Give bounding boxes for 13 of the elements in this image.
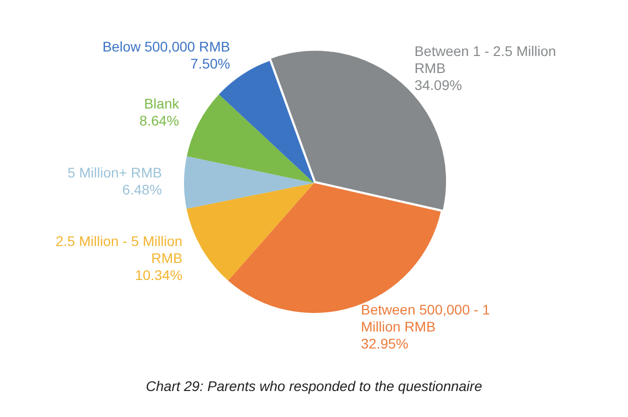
slice-label: Below 500,000 RMB [102, 38, 230, 55]
data-label: 32.95% [360, 335, 408, 352]
data-label: 6.48% [122, 182, 162, 198]
slice-label: Blank [144, 95, 180, 112]
slice-label: 5 Million+ RMB [67, 164, 162, 181]
data-label: 10.34% [134, 266, 182, 283]
data-label: 7.50% [190, 56, 230, 72]
slice-label: Between 500,000 - 1 Million RMB [360, 301, 490, 334]
data-label: 8.64% [139, 112, 180, 128]
slice-label: Between 1 - 2.5 Million RMB [414, 42, 556, 76]
text: Chart 29: Parents who responded to the questionnaire [144, 378, 484, 394]
slice-label: 2.5 Million - 5 Million RMB [56, 232, 182, 266]
data-label: 34.09% [414, 76, 462, 93]
